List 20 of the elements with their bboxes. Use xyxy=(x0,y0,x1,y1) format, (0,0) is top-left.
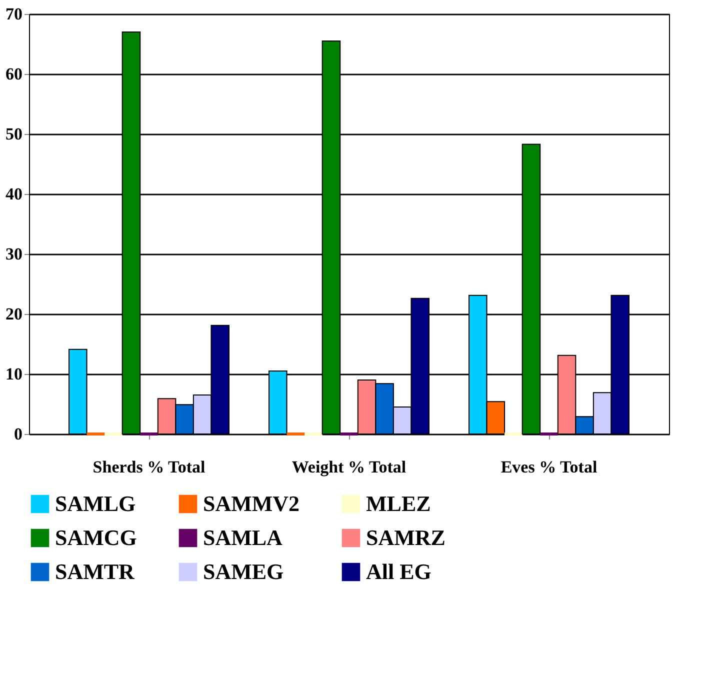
x-tick-label: Sherds % Total xyxy=(92,458,206,476)
y-tick-label: 60 xyxy=(6,64,22,84)
x-tick-label: Eves % Total xyxy=(500,458,598,476)
legend-label: MLEZ xyxy=(366,491,431,516)
legend-label: SAMTR xyxy=(55,559,136,584)
y-tick-label: 0 xyxy=(14,424,22,444)
x-tick-label: Weight % Total xyxy=(292,458,406,476)
legend-label: All EG xyxy=(366,559,432,584)
legend-label: SAMCG xyxy=(55,525,137,550)
y-tick-label: 40 xyxy=(6,184,22,204)
legend-label: SAMRZ xyxy=(366,525,446,550)
legend-label: SAMEG xyxy=(203,559,284,584)
legend-label: SAMLA xyxy=(203,525,283,550)
y-tick-label: 30 xyxy=(6,244,22,264)
y-tick-label: 20 xyxy=(6,304,22,324)
y-tick-label: 70 xyxy=(6,4,22,24)
legend-label: SAMLG xyxy=(55,491,136,516)
y-tick-label: 50 xyxy=(6,124,22,144)
y-tick-label: 10 xyxy=(6,364,22,384)
legend-label: SAMMV2 xyxy=(203,491,300,516)
